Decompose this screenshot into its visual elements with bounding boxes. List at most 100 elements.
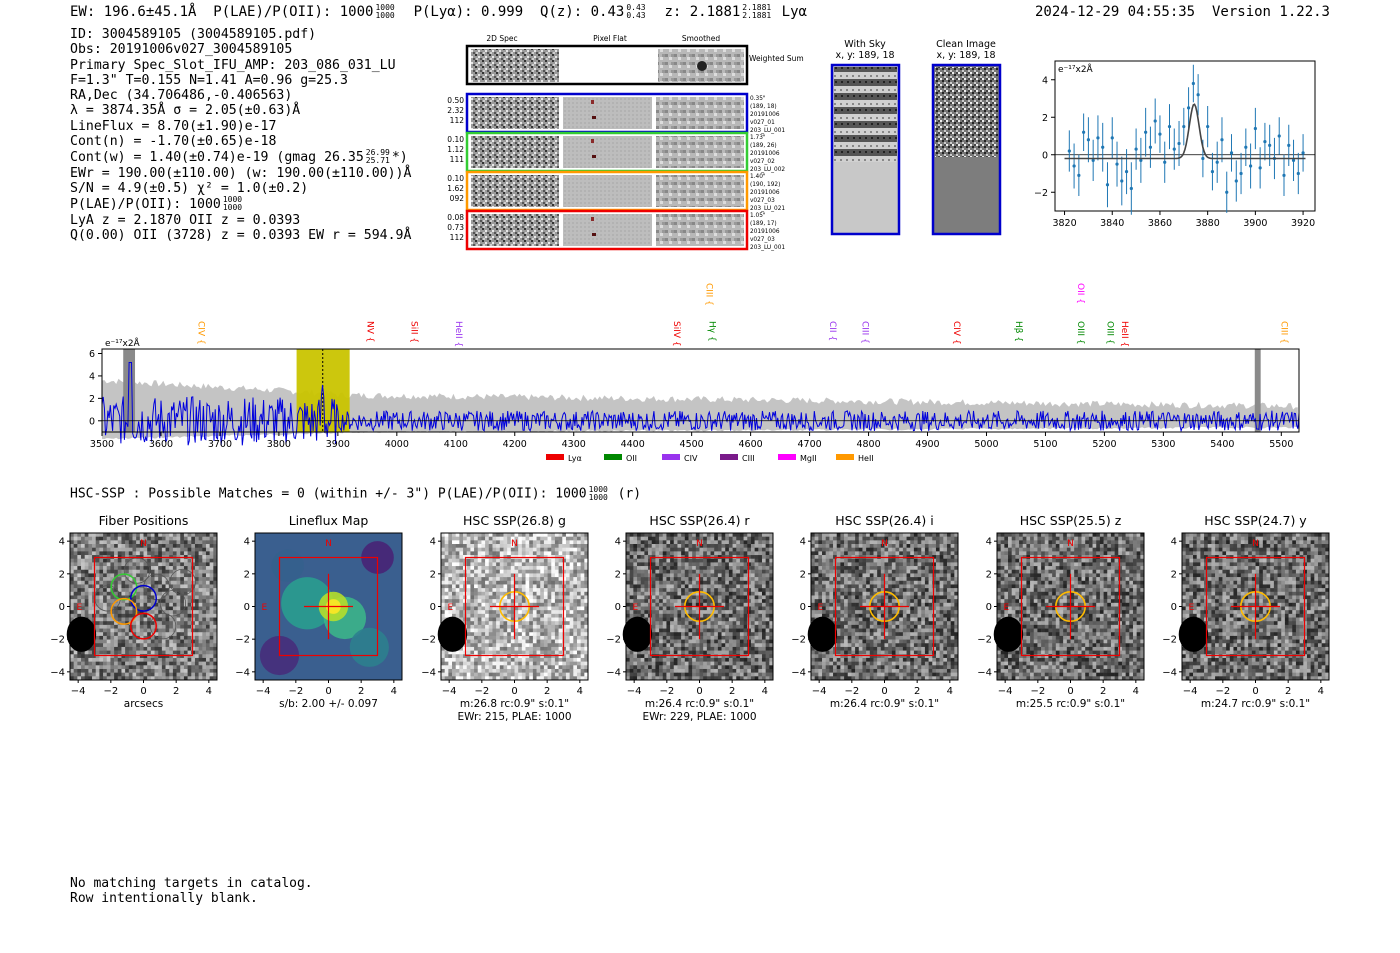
pixel	[158, 562, 163, 567]
pixel	[492, 533, 497, 537]
pixel	[492, 621, 497, 626]
pixel	[205, 584, 210, 589]
pixel	[554, 551, 559, 556]
pixel	[554, 624, 559, 629]
pixel	[114, 646, 119, 651]
pixel	[626, 562, 630, 567]
pixel	[158, 661, 163, 666]
pixel	[532, 635, 537, 640]
pixel	[518, 632, 523, 637]
pixel	[194, 577, 199, 582]
pixel	[765, 606, 770, 611]
pixel	[651, 646, 656, 651]
pixel	[172, 536, 177, 541]
pixel	[180, 650, 185, 655]
pixel	[194, 650, 199, 655]
pixel	[633, 613, 638, 618]
pixel	[706, 646, 711, 651]
pixel	[743, 540, 748, 545]
pixel	[692, 573, 697, 578]
pixel	[703, 591, 708, 596]
pixel	[121, 621, 126, 626]
pixel	[569, 643, 574, 648]
pixel	[540, 624, 545, 629]
pixel	[161, 599, 166, 604]
pixel	[659, 573, 664, 578]
pixel	[477, 573, 482, 578]
pixel	[503, 613, 508, 618]
fit-xtick-label: 3880	[1196, 218, 1220, 229]
pixel	[165, 558, 170, 563]
pixel	[565, 540, 570, 545]
pixel	[147, 562, 152, 567]
pixel	[466, 661, 471, 666]
pixel	[139, 650, 144, 655]
pixel	[633, 566, 638, 571]
pixel	[92, 657, 97, 662]
row-right-label: 203_LU_002	[750, 167, 785, 173]
pixel	[540, 562, 545, 567]
pixel	[717, 635, 722, 640]
pixel	[441, 657, 445, 662]
pixel	[481, 595, 486, 600]
row-left-label: 0.50	[447, 96, 464, 105]
pixel	[459, 544, 464, 548]
pixel	[139, 573, 144, 578]
pixel	[558, 657, 563, 662]
pixel	[477, 643, 482, 648]
pixel	[706, 558, 711, 563]
pixel	[132, 646, 137, 651]
pixel	[470, 639, 475, 644]
pixel	[455, 569, 460, 574]
pixel	[444, 602, 449, 607]
pixel	[448, 536, 453, 541]
pixel	[154, 562, 159, 567]
pixel	[507, 635, 512, 640]
pixel	[485, 650, 490, 655]
pixel	[558, 547, 563, 552]
pixel	[543, 621, 548, 626]
pixel	[562, 569, 567, 574]
pixel	[213, 643, 218, 648]
pixel	[536, 540, 541, 545]
pixel	[507, 624, 512, 629]
pixel	[551, 668, 556, 673]
fit-point	[1096, 136, 1100, 140]
pixel	[172, 657, 177, 662]
pixel	[758, 536, 763, 541]
pixel	[481, 650, 486, 655]
pixel	[194, 558, 199, 563]
pixel	[688, 591, 693, 596]
row-right-label: 1.40"	[750, 174, 766, 180]
pixel	[198, 602, 203, 607]
pixel	[637, 577, 641, 582]
pixel	[633, 580, 638, 585]
pixel	[692, 551, 697, 556]
pixel	[558, 624, 563, 629]
pixel	[503, 566, 508, 571]
pixel	[717, 536, 722, 541]
pixel	[562, 665, 567, 670]
pixel	[121, 654, 126, 659]
pixel	[569, 628, 574, 633]
pixel	[496, 602, 501, 607]
pixel	[209, 624, 214, 629]
pixel	[725, 646, 730, 651]
pixel	[747, 595, 752, 600]
pixel	[637, 595, 641, 600]
pixel	[554, 639, 559, 644]
pixel	[662, 632, 667, 637]
pixel	[754, 643, 759, 648]
pixel	[706, 628, 711, 633]
pixel	[558, 591, 563, 596]
pixel	[681, 573, 686, 578]
pixel	[176, 580, 181, 585]
pixel	[452, 558, 456, 563]
pixel	[169, 628, 174, 633]
pixel	[88, 665, 93, 670]
pixel	[576, 540, 581, 545]
pixel	[121, 558, 126, 563]
pixel	[754, 540, 759, 545]
pixel	[662, 657, 667, 662]
